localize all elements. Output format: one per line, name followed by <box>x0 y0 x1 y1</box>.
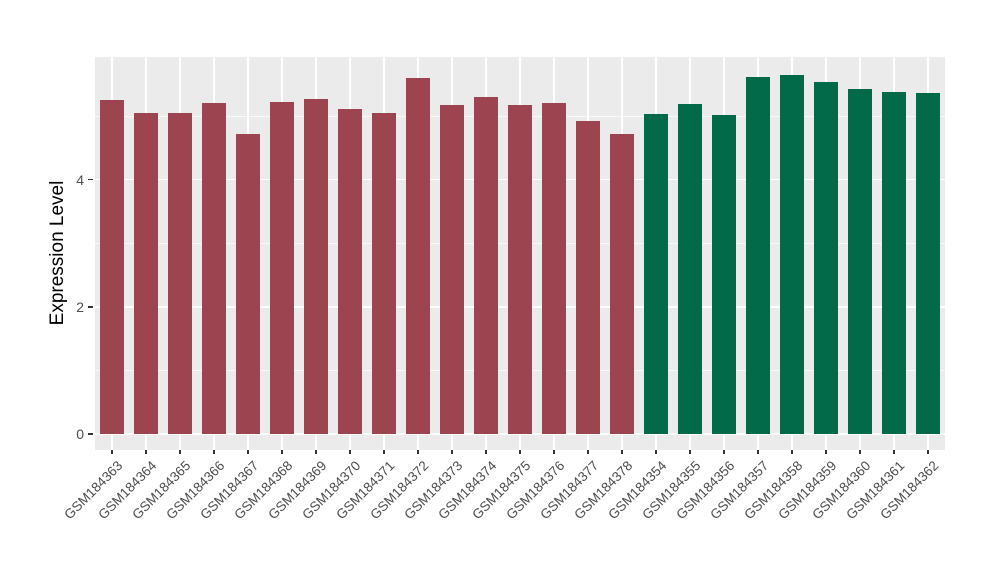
bar-GSM184370 <box>338 109 362 434</box>
bar-GSM184369 <box>304 98 328 434</box>
bar-GSM184356 <box>712 114 736 434</box>
bar-GSM184372 <box>406 77 430 434</box>
x-tick-GSM184357 <box>757 450 759 454</box>
bar-GSM184377 <box>576 121 600 434</box>
bar-GSM184357 <box>746 77 770 434</box>
bar-GSM184373 <box>440 105 464 434</box>
x-tick-GSM184358 <box>791 450 793 454</box>
x-tick-GSM184363 <box>111 450 113 454</box>
x-tick-GSM184354 <box>655 450 657 454</box>
plot-panel <box>95 57 945 450</box>
bar-GSM184358 <box>780 74 804 434</box>
bar-GSM184354 <box>644 114 668 434</box>
x-tick-GSM184373 <box>451 450 453 454</box>
x-tick-GSM184371 <box>383 450 385 454</box>
bar-GSM184364 <box>134 113 158 434</box>
x-tick-GSM184372 <box>417 450 419 454</box>
bar-GSM184367 <box>236 133 260 434</box>
x-tick-GSM184360 <box>859 450 861 454</box>
x-tick-GSM184364 <box>145 450 147 454</box>
x-tick-GSM184369 <box>315 450 317 454</box>
x-tick-GSM184368 <box>281 450 283 454</box>
bar-GSM184365 <box>168 113 192 434</box>
bar-GSM184355 <box>678 103 702 434</box>
bar-GSM184360 <box>848 89 872 434</box>
x-tick-GSM184361 <box>893 450 895 454</box>
bar-GSM184378 <box>610 133 634 434</box>
x-tick-GSM184362 <box>927 450 929 454</box>
bar-GSM184362 <box>916 93 940 434</box>
bar-GSM184376 <box>542 103 566 434</box>
y-tick-label-4: 4 <box>76 171 84 188</box>
bar-GSM184359 <box>814 82 838 434</box>
y-tick-2 <box>88 306 93 308</box>
x-tick-GSM184356 <box>723 450 725 454</box>
bar-GSM184374 <box>474 96 498 434</box>
bar-GSM184368 <box>270 102 294 434</box>
x-tick-GSM184375 <box>519 450 521 454</box>
x-tick-GSM184374 <box>485 450 487 454</box>
x-tick-GSM184370 <box>349 450 351 454</box>
bar-GSM184363 <box>100 100 124 434</box>
bar-GSM184371 <box>372 112 396 434</box>
x-tick-GSM184377 <box>587 450 589 454</box>
x-tick-GSM184378 <box>621 450 623 454</box>
bar-GSM184366 <box>202 103 226 434</box>
bar-GSM184361 <box>882 91 906 434</box>
y-tick-label-2: 2 <box>76 298 84 315</box>
x-tick-GSM184359 <box>825 450 827 454</box>
x-tick-GSM184365 <box>179 450 181 454</box>
y-tick-label-0: 0 <box>76 426 84 442</box>
x-tick-GSM184355 <box>689 450 691 454</box>
x-tick-GSM184376 <box>553 450 555 454</box>
y-tick-4 <box>88 178 93 181</box>
x-tick-GSM184367 <box>247 450 249 454</box>
x-tick-GSM184366 <box>213 450 215 454</box>
bar-GSM184375 <box>508 105 532 434</box>
y-tick-0 <box>88 433 93 435</box>
